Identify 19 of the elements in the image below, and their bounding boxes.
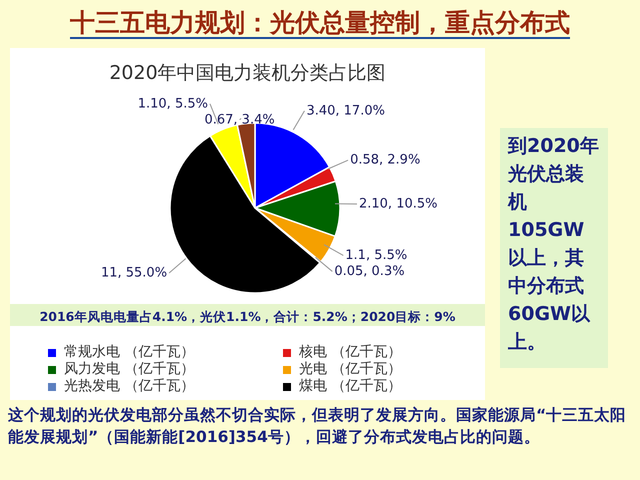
text: 2016年风电电量占4.1%，光伏1.1%，合计：5.2%；2020目标：9% bbox=[10, 304, 485, 326]
data-label: 1.10, 5.5% bbox=[138, 96, 208, 112]
data-label: 0.67, 3.4% bbox=[204, 112, 275, 128]
chart-title: 十三五电力规划：光伏总量控制，重点分布式 bbox=[70, 8, 570, 39]
legend-label: 核电 （亿千瓦） bbox=[298, 344, 402, 361]
data-label: 1.1, 5.5% bbox=[345, 248, 408, 263]
legend-label: 光热发电 （亿千瓦） bbox=[63, 378, 196, 395]
legend-label: 常规水电 （亿千瓦） bbox=[63, 344, 196, 361]
text: 到2020年光伏总装机105GW以上，其中分布式60GW以上。 bbox=[500, 128, 608, 368]
legend-label: 风力发电 （亿千瓦） bbox=[63, 361, 196, 378]
data-label: 0.58, 2.9% bbox=[350, 152, 420, 168]
chart-subtitle: 2020年中国电力装机分类占比图 bbox=[108, 61, 387, 86]
legend-label: 煤电 （亿千瓦） bbox=[298, 378, 402, 395]
data-label: 2.10, 10.5% bbox=[358, 196, 438, 212]
text: 这个规划的光伏发电部分虽然不切合实际，但表明了发展方向。国家能源局“十三五太阳能发展规划”（国能新能[2016]354号），回避了分布式发电占比的问题。 bbox=[8, 405, 628, 448]
data-label: 11, 55.0% bbox=[100, 266, 168, 280]
data-label: 0.05, 0.3% bbox=[334, 264, 405, 279]
legend-label: 光电 （亿千瓦） bbox=[298, 361, 402, 378]
data-label: 3.40, 17.0% bbox=[306, 103, 385, 118]
